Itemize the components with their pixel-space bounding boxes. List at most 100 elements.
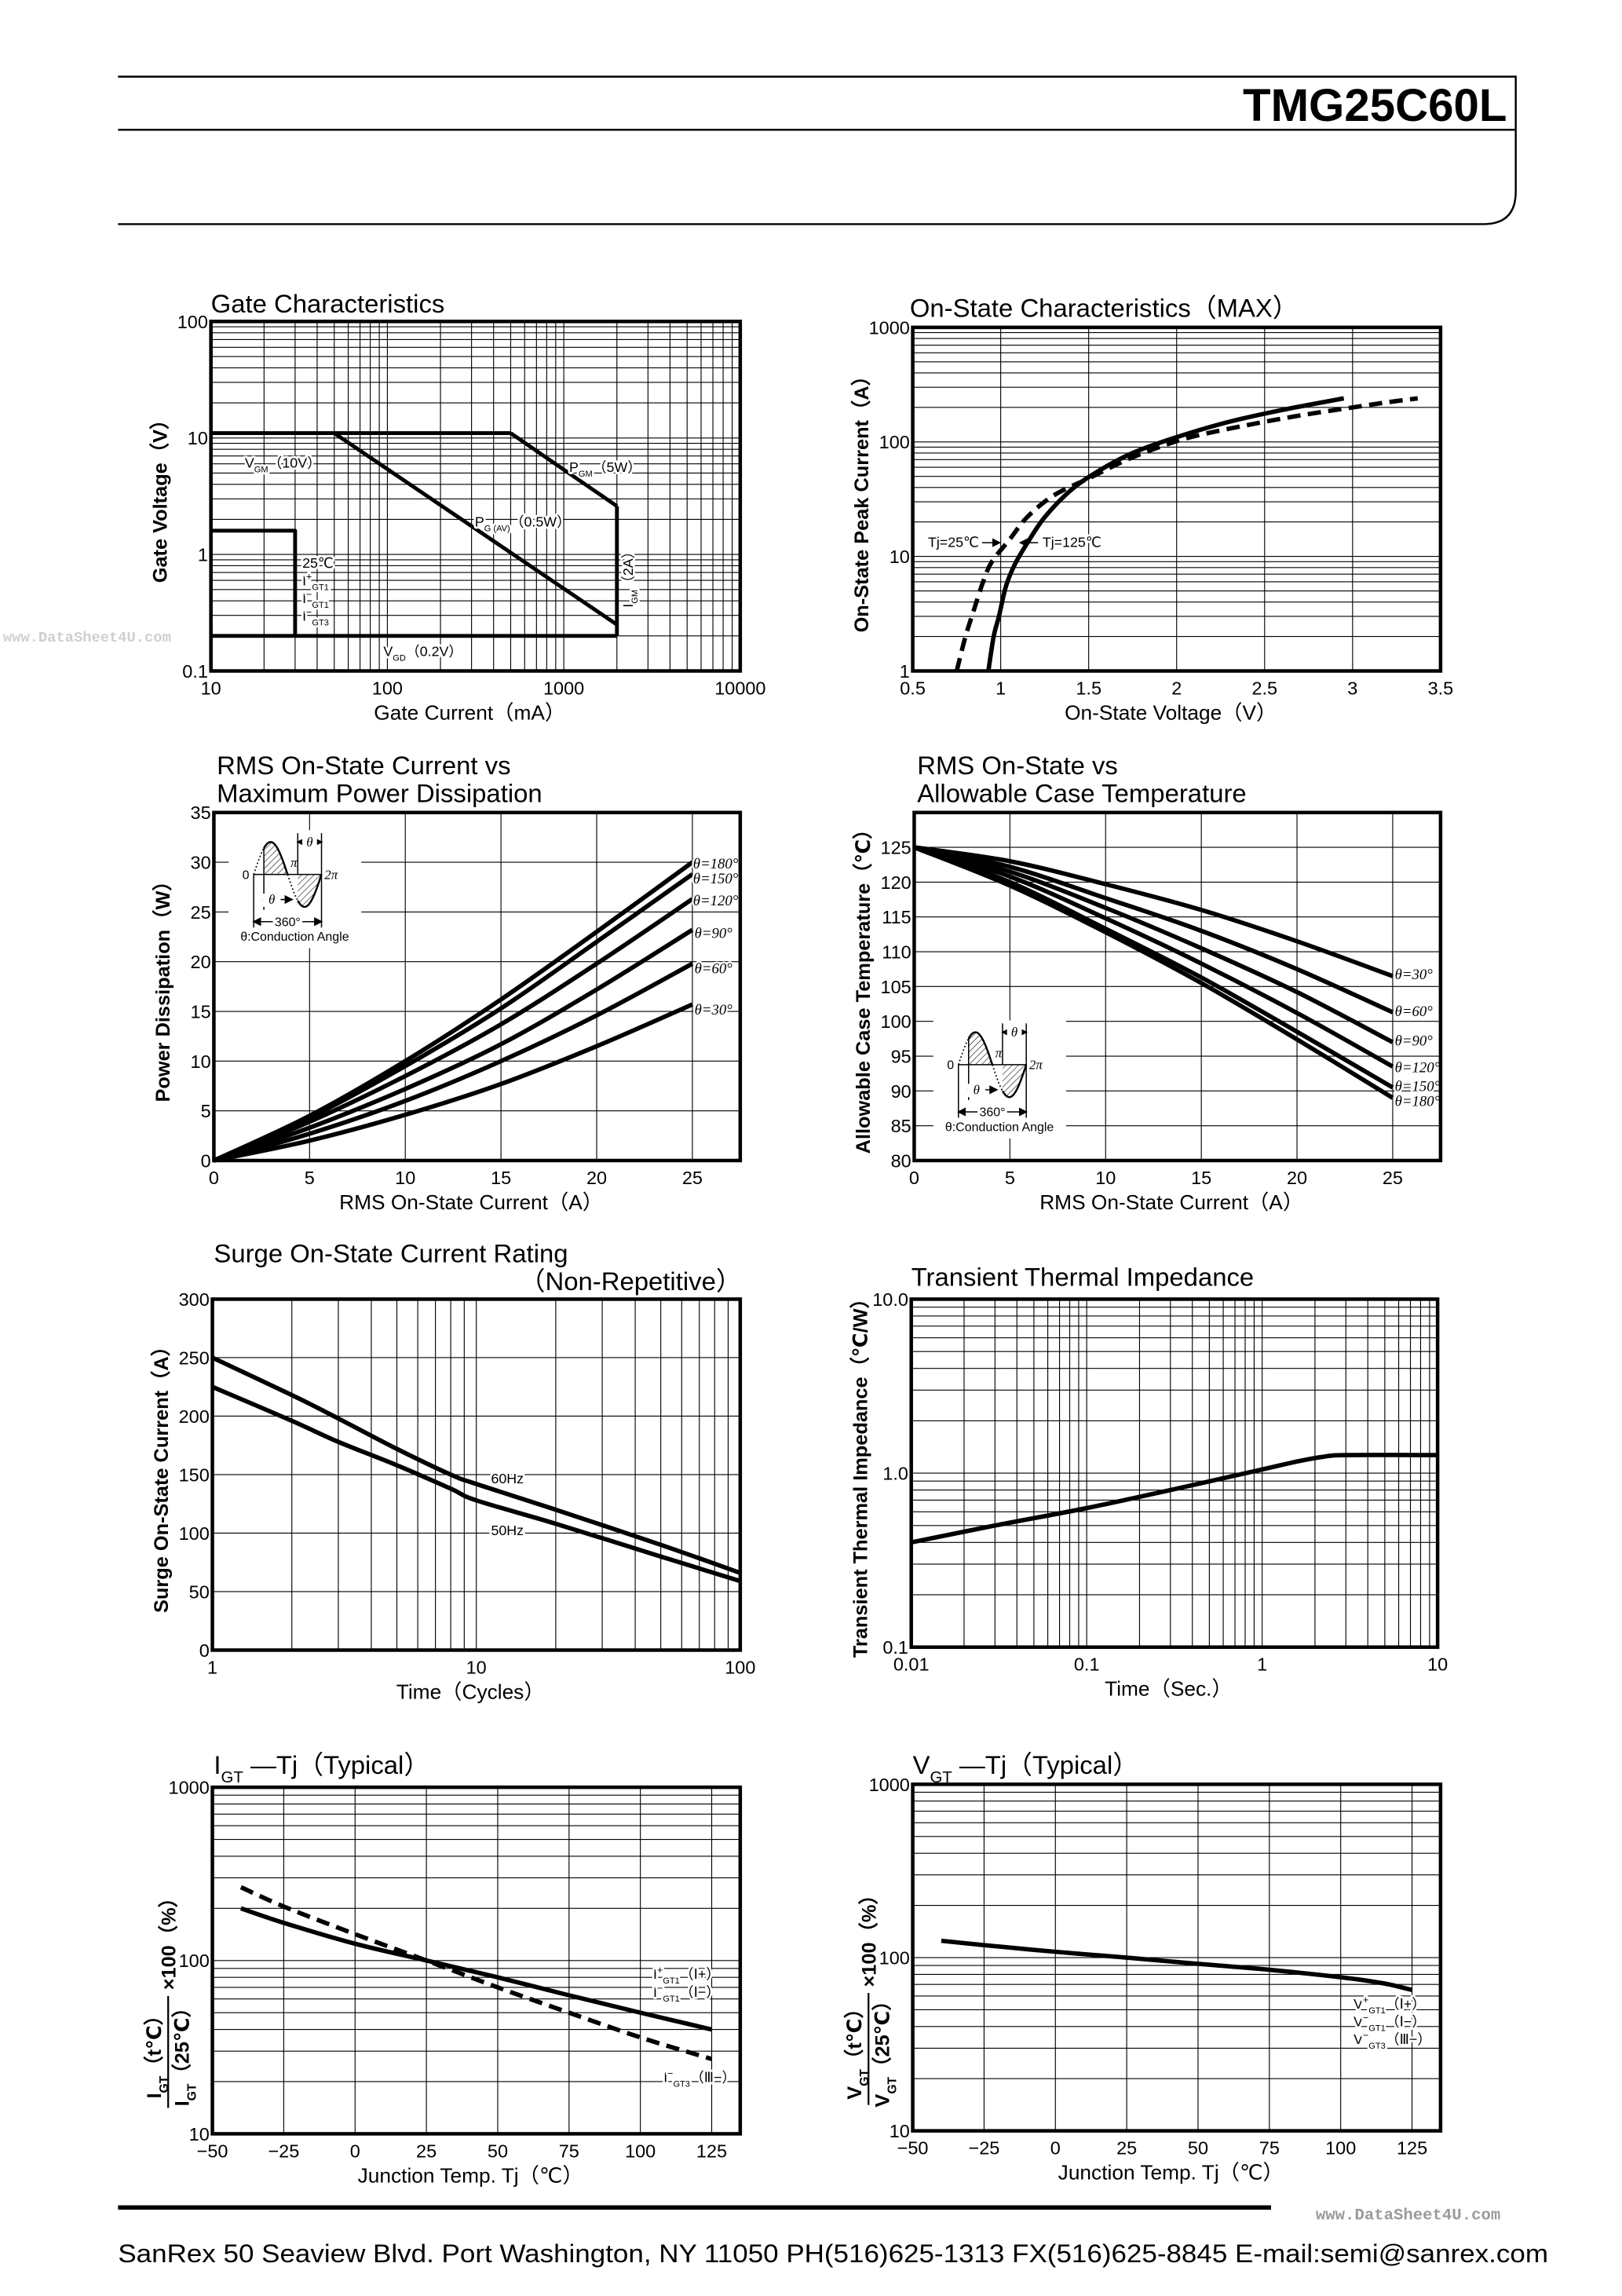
- x-tick-label: 10: [1095, 1168, 1116, 1188]
- chart-title: （Non-Repetitive）: [520, 1267, 742, 1296]
- y-axis-label: Surge On-State Current（A）: [150, 1336, 173, 1613]
- y-label-suffix: ×100（%）: [158, 1888, 181, 1990]
- inset-zero-label: 0: [947, 1059, 954, 1073]
- x-tick-label: 75: [559, 2141, 579, 2161]
- x-tick-label: 0: [350, 2141, 360, 2161]
- chart-title: Maximum Power Dissipation: [217, 779, 542, 808]
- series-line: [913, 845, 1394, 1090]
- x-tick-label: 10: [395, 1168, 415, 1188]
- series-label-main: I: [653, 1984, 657, 2000]
- series-label-sup: −: [306, 607, 312, 618]
- series-label-rest: （10V）: [269, 455, 321, 470]
- series-label-rest: （0.2V）: [406, 644, 462, 660]
- y-tick-label: 5: [201, 1101, 211, 1121]
- y-tick-label: 10.0: [872, 1289, 908, 1310]
- x-tick-label: 0.5: [900, 678, 926, 699]
- series-label: θ=180°: [693, 856, 739, 872]
- label-bg: [302, 834, 317, 848]
- series-line: [211, 1355, 741, 1575]
- series-label-sup: +: [657, 1965, 663, 1976]
- label-bg: [967, 1084, 986, 1098]
- chart-title-main: I: [214, 1750, 221, 1779]
- y-tick-label: 10: [890, 547, 910, 567]
- series-line: [213, 897, 694, 1163]
- y-tick-label: 35: [191, 803, 211, 823]
- series-label-main: θ=150°: [693, 871, 739, 887]
- series-label: θ=180°: [1395, 1093, 1441, 1110]
- chart-title: IGT —Tj（Typical）: [214, 1750, 429, 1786]
- x-tick-label: 50: [488, 2141, 508, 2161]
- plot-frame: [209, 320, 743, 673]
- y-tick-label: 50: [189, 1581, 210, 1602]
- x-axis-label: Gate Current（mA）: [374, 700, 565, 724]
- series-label-main: V: [1353, 2013, 1363, 2029]
- x-axis-label: Time（Cycles）: [396, 1680, 545, 1703]
- series-line: [941, 1938, 1413, 1993]
- side-watermark: www.DataSheet4U.com: [3, 629, 171, 646]
- y-tick-label: 1: [900, 661, 910, 682]
- hatched-region: [1002, 1064, 1027, 1098]
- plot-frame: [911, 325, 1443, 673]
- y-tick-label: 95: [891, 1046, 911, 1066]
- y-axis-label: Allowable Case Temperature（℃）: [852, 819, 875, 1153]
- x-axis-label: RMS On-State Current（A）: [339, 1190, 603, 1214]
- x-tick-label: 20: [1287, 1168, 1307, 1188]
- chart-title: RMS On-State vs: [917, 751, 1118, 780]
- chart-allowable-case-temperature: 0 π 2π θ θ 360°θ:Conduction Angle θ=30° θ=60° θ=…: [852, 751, 1443, 1214]
- series-label-main: θ=180°: [1395, 1093, 1441, 1110]
- series-label: I+GT1（Ⅰ+）: [653, 1965, 720, 1986]
- x-tick-label: 1: [1257, 1654, 1267, 1675]
- series-line: [914, 845, 1394, 978]
- series-line: [213, 927, 694, 1163]
- series-line: [210, 528, 298, 636]
- series-label-main: I: [302, 609, 306, 624]
- waveform-solid: [297, 874, 323, 909]
- x-tick-label: 5: [1005, 1168, 1015, 1188]
- y-tick-label: 20: [191, 952, 211, 972]
- chart-vgt-tj: V+GT1（Ⅰ+）V−GT1（Ⅰ−）V−GT3（Ⅲ−）−50 −25 0 25 50 75…: [843, 1750, 1443, 2184]
- y-tick-label: 1: [198, 545, 208, 565]
- series-label-sub: GT1: [1368, 2006, 1385, 2016]
- x-axis-label: On-State Voltage（V）: [1065, 700, 1277, 724]
- series-label-main: P: [569, 459, 579, 475]
- y-tick-label: 1000: [869, 1775, 910, 1795]
- y-label-numerator-rest: （t℃）: [143, 2005, 166, 2076]
- series-label-sub: GT1: [1368, 2024, 1385, 2033]
- y-tick-label: 100: [879, 1947, 910, 1968]
- y-label-numerator-main: V: [844, 2086, 866, 2100]
- series-label-main: θ=30°: [695, 1002, 733, 1018]
- y-tick-label: 0: [199, 1640, 210, 1661]
- series-label: I−GT3（Ⅲ−）: [663, 2068, 736, 2089]
- y-tick-label: 1000: [869, 317, 910, 338]
- y-tick-label: 100: [881, 1011, 911, 1032]
- y-tick-label: 100: [177, 312, 208, 332]
- y-tick-label: 115: [882, 907, 911, 927]
- x-tick-label: 15: [1191, 1168, 1211, 1188]
- hatched-region: [968, 1032, 992, 1065]
- series-label: V−GT3（Ⅲ−）: [1353, 2030, 1431, 2051]
- series-label-rest: （0.5W）: [510, 514, 571, 529]
- series-label: I−GT3: [302, 607, 329, 628]
- x-tick-label: 0.01: [893, 1654, 930, 1675]
- series-label: 50Hz: [491, 1523, 524, 1538]
- x-tick-label: −25: [268, 2141, 299, 2161]
- x-tick-label: 1: [995, 678, 1006, 699]
- header-frame: [118, 75, 1517, 225]
- inset-caption: θ:Conduction Angle: [240, 930, 349, 944]
- chart-title: Surge On-State Current Rating: [214, 1239, 568, 1268]
- series-label-main: 50Hz: [491, 1523, 524, 1538]
- x-axis-label: Junction Temp. Tj（℃）: [358, 2163, 583, 2187]
- series-label: PGM（5W）: [569, 459, 641, 479]
- series-label-sub: GM: [630, 590, 640, 604]
- series-label-sub: GM: [579, 470, 593, 479]
- footer-watermark: www.DataSheet4U.com: [1316, 2206, 1500, 2225]
- y-tick-label: 10: [191, 1051, 211, 1072]
- x-tick-label: 3: [1347, 678, 1357, 699]
- y-tick-label: 30: [191, 853, 211, 873]
- plot-frame: [909, 1297, 1440, 1649]
- chart-title-main: V: [913, 1750, 930, 1779]
- y-label-denominator: VGT（25℃）: [871, 1991, 900, 2107]
- y-label-numerator-sub: GT: [157, 2075, 170, 2093]
